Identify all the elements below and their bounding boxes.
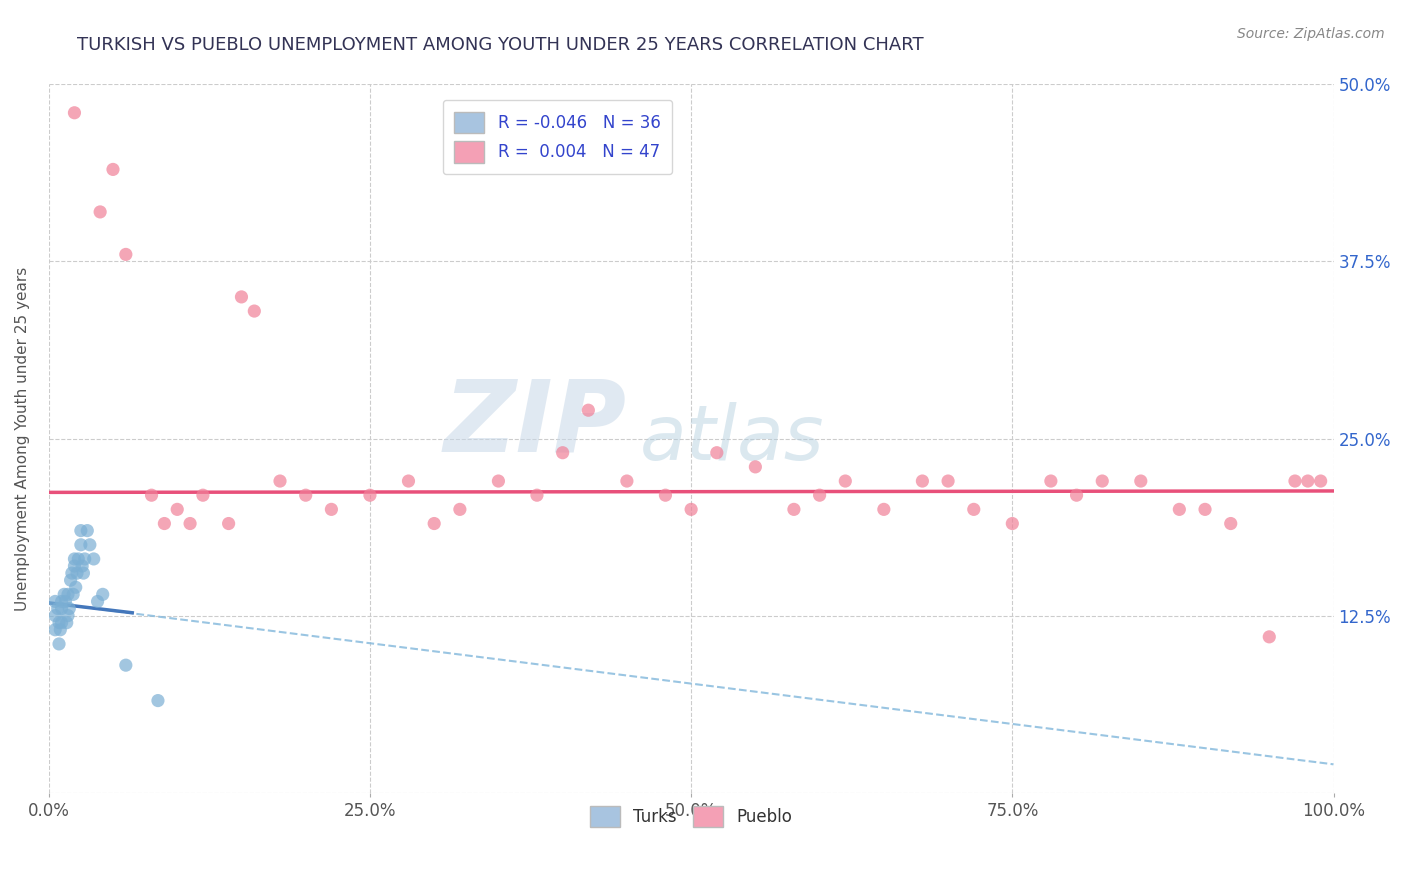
Point xyxy=(63,552,86,566)
Point xyxy=(44,608,66,623)
Point xyxy=(706,446,728,460)
Point xyxy=(67,552,90,566)
Point xyxy=(63,559,86,574)
Legend: Turks, Pueblo: Turks, Pueblo xyxy=(583,799,799,834)
Point xyxy=(49,623,72,637)
Point xyxy=(91,587,114,601)
Point xyxy=(51,615,73,630)
Point xyxy=(449,502,471,516)
Point xyxy=(72,566,94,580)
Point xyxy=(269,474,291,488)
Point xyxy=(1168,502,1191,516)
Point xyxy=(783,502,806,516)
Text: ZIP: ZIP xyxy=(444,376,627,473)
Text: Source: ZipAtlas.com: Source: ZipAtlas.com xyxy=(1237,27,1385,41)
Point xyxy=(48,637,70,651)
Point xyxy=(294,488,316,502)
Point xyxy=(1091,474,1114,488)
Point xyxy=(179,516,201,531)
Point xyxy=(873,502,896,516)
Text: TURKISH VS PUEBLO UNEMPLOYMENT AMONG YOUTH UNDER 25 YEARS CORRELATION CHART: TURKISH VS PUEBLO UNEMPLOYMENT AMONG YOU… xyxy=(77,36,924,54)
Point xyxy=(53,587,76,601)
Point xyxy=(56,608,79,623)
Text: atlas: atlas xyxy=(640,401,824,475)
Point xyxy=(66,566,89,580)
Point xyxy=(936,474,959,488)
Point xyxy=(218,516,240,531)
Point xyxy=(551,446,574,460)
Point xyxy=(1284,474,1306,488)
Point xyxy=(58,601,80,615)
Point xyxy=(243,304,266,318)
Point xyxy=(1066,488,1088,502)
Point xyxy=(1296,474,1319,488)
Point xyxy=(1129,474,1152,488)
Point xyxy=(114,658,136,673)
Point xyxy=(60,566,83,580)
Point xyxy=(70,538,93,552)
Point xyxy=(55,594,77,608)
Point xyxy=(1309,474,1331,488)
Point xyxy=(616,474,638,488)
Point xyxy=(744,459,766,474)
Point xyxy=(166,502,188,516)
Point xyxy=(89,205,111,219)
Point xyxy=(101,162,124,177)
Point xyxy=(808,488,831,502)
Point xyxy=(834,474,856,488)
Point xyxy=(114,247,136,261)
Point xyxy=(48,615,70,630)
Point xyxy=(526,488,548,502)
Point xyxy=(911,474,934,488)
Point xyxy=(141,488,163,502)
Point xyxy=(576,403,599,417)
Point xyxy=(51,594,73,608)
Point xyxy=(963,502,986,516)
Point xyxy=(486,474,509,488)
Point xyxy=(62,587,84,601)
Point xyxy=(63,105,86,120)
Point xyxy=(1258,630,1281,644)
Y-axis label: Unemployment Among Youth under 25 years: Unemployment Among Youth under 25 years xyxy=(15,267,30,611)
Point xyxy=(681,502,703,516)
Point xyxy=(55,615,77,630)
Point xyxy=(1001,516,1024,531)
Point xyxy=(79,538,101,552)
Point xyxy=(56,587,79,601)
Point xyxy=(231,290,253,304)
Point xyxy=(73,552,96,566)
Point xyxy=(59,573,82,587)
Point xyxy=(146,693,169,707)
Point xyxy=(44,594,66,608)
Point xyxy=(1194,502,1216,516)
Point xyxy=(321,502,343,516)
Point xyxy=(398,474,420,488)
Point xyxy=(83,552,105,566)
Point xyxy=(191,488,214,502)
Point xyxy=(1039,474,1062,488)
Point xyxy=(70,524,93,538)
Point xyxy=(76,524,98,538)
Point xyxy=(51,601,73,615)
Point xyxy=(46,601,69,615)
Point xyxy=(359,488,381,502)
Point xyxy=(1219,516,1241,531)
Point xyxy=(654,488,676,502)
Point xyxy=(86,594,108,608)
Point xyxy=(70,559,93,574)
Point xyxy=(65,580,87,594)
Point xyxy=(423,516,446,531)
Point xyxy=(44,623,66,637)
Point xyxy=(153,516,176,531)
